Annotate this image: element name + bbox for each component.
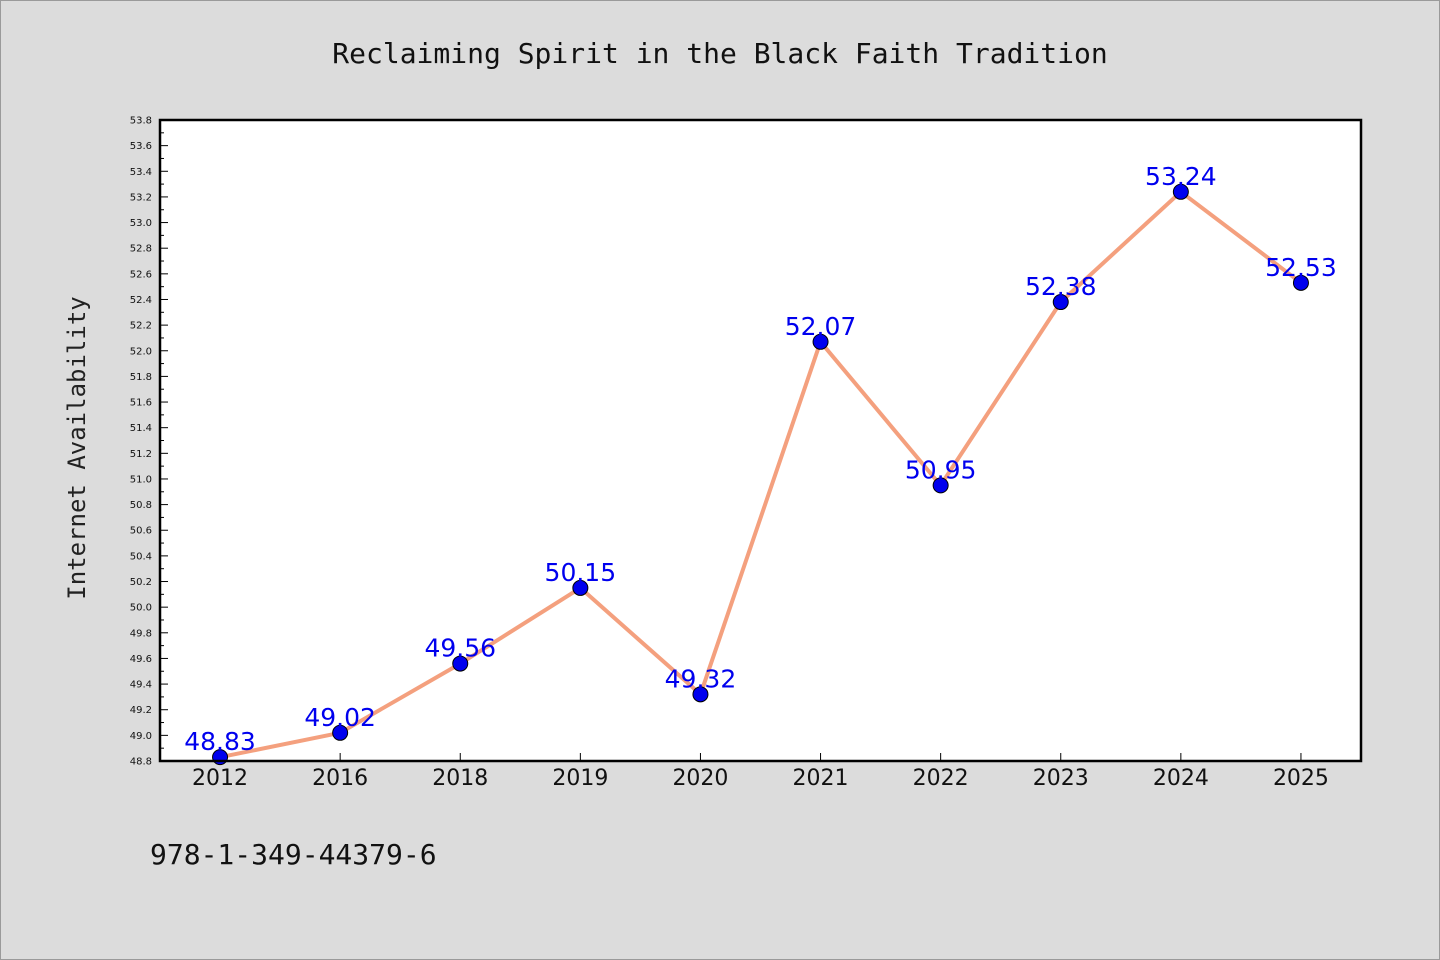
data-label: 53.24 [1145, 162, 1217, 191]
x-tick-label: 2021 [793, 766, 849, 791]
x-tick-label: 2018 [432, 766, 488, 791]
series-line [218, 189, 1303, 760]
data-point[interactable] [1292, 274, 1309, 291]
data-point[interactable] [1052, 294, 1069, 311]
x-tick-label: 2020 [672, 766, 728, 791]
x-tick-label: 2025 [1273, 766, 1329, 791]
y-tick-label: 49.4 [130, 680, 152, 691]
y-tick-label: 52.4 [130, 295, 152, 306]
y-tick-label: 50.4 [130, 551, 152, 562]
x-axis: 2012 2016 2018 2019 2020 2021 2022 2023 2024 2025 [192, 753, 1329, 791]
data-label: 52.53 [1265, 253, 1337, 282]
data-label: 49.32 [665, 664, 737, 693]
x-tick-label: 2016 [312, 766, 368, 791]
y-tick-label: 48.8 [130, 757, 152, 768]
isbn-label: 978-1-349-44379-6 [150, 838, 437, 871]
y-axis: 48.8 49.0 49.2 49.4 49.6 49.8 50.0 50.2 50.4 50.6… [130, 116, 168, 768]
y-tick-label: 53.6 [130, 141, 152, 152]
chart-title: Reclaiming Spirit in the Black Faith Tra… [332, 37, 1107, 70]
y-tick-label: 50.2 [130, 577, 152, 588]
y-tick-label: 53.0 [130, 218, 152, 229]
y-tick-label: 52.2 [130, 321, 152, 332]
y-tick-label: 52.8 [130, 244, 152, 255]
x-tick-label: 2012 [192, 766, 248, 791]
data-point[interactable] [1172, 183, 1189, 200]
y-tick-label: 52.6 [130, 269, 152, 280]
y-tick-label: 53.8 [130, 116, 152, 127]
y-tick-label: 52.0 [130, 346, 152, 357]
y-tick-label: 50.6 [130, 526, 152, 537]
data-point[interactable] [452, 655, 469, 672]
y-tick-label: 50.0 [130, 603, 152, 614]
y-tick-label: 51.8 [130, 372, 152, 383]
data-label: 49.56 [424, 634, 496, 663]
data-point[interactable] [692, 686, 709, 703]
x-tick-label: 2019 [552, 766, 608, 791]
data-label: 50.15 [545, 558, 617, 587]
y-tick-label: 49.8 [130, 628, 152, 639]
data-label: 52.38 [1025, 272, 1097, 301]
x-tick-label: 2022 [913, 766, 969, 791]
y-tick-label: 49.2 [130, 705, 152, 716]
y-tick-label: 49.6 [130, 654, 152, 665]
y-tick-label: 51.2 [130, 449, 152, 460]
y-tick-label: 51.0 [130, 474, 152, 485]
data-point[interactable] [332, 724, 349, 741]
y-tick-label: 50.8 [130, 500, 152, 511]
y-tick-label: 53.2 [130, 192, 152, 203]
y-tick-label: 49.0 [130, 731, 152, 742]
x-tick-label: 2023 [1033, 766, 1089, 791]
data-point[interactable] [572, 579, 589, 596]
data-label: 49.02 [304, 703, 376, 732]
x-tick-label: 2024 [1153, 766, 1209, 791]
y-tick-label: 51.6 [130, 398, 152, 409]
data-label: 48.83 [184, 727, 256, 756]
y-tick-label: 51.4 [130, 423, 152, 434]
series-layer: 48.83 49.02 49.56 50.15 49.32 52.07 50.95 52.38… [184, 162, 1337, 766]
y-axis-label: Internet Availability [63, 296, 91, 599]
data-point[interactable] [932, 477, 949, 494]
data-label: 50.95 [905, 455, 977, 484]
plot-border [158, 118, 1363, 763]
data-label: 52.07 [785, 312, 857, 341]
y-tick-label: 53.4 [130, 167, 152, 178]
data-point[interactable] [812, 333, 829, 350]
plot-area [160, 120, 1361, 761]
